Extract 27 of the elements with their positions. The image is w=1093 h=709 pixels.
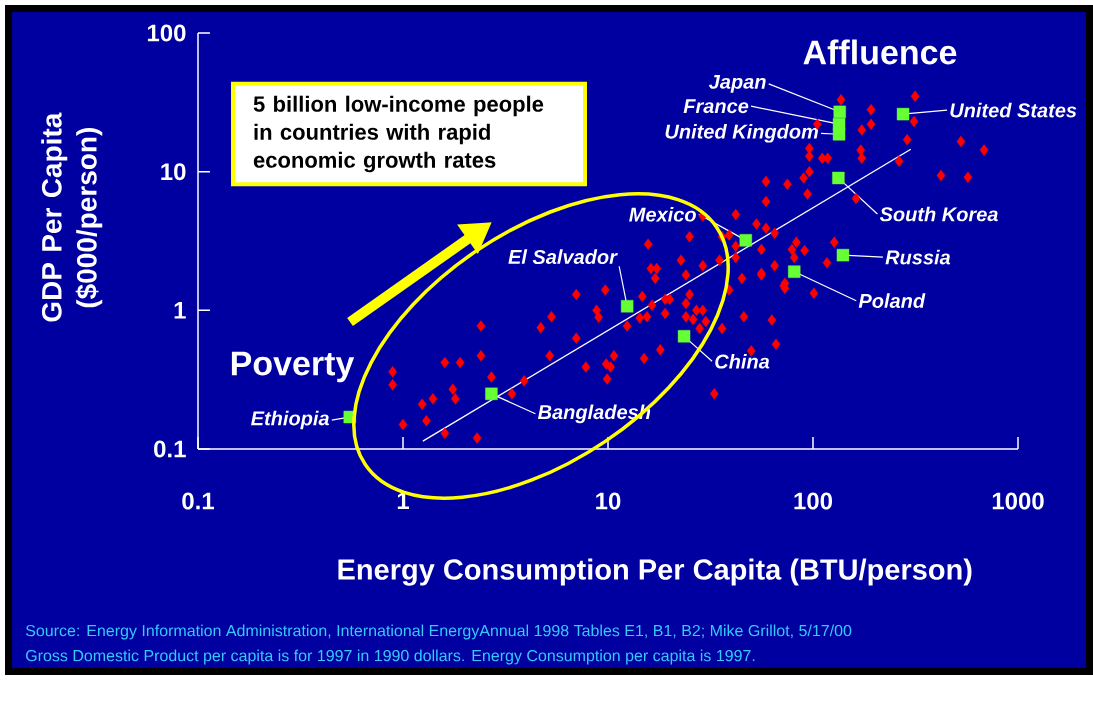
- annotation: Affluence: [803, 39, 957, 65]
- x-tick-label: 100: [794, 492, 833, 510]
- text: Gross Domestic Product per capita is for 1997 in 1990 dollars. Energy Consumption per capita is 1997.: [26, 649, 755, 665]
- annotation: France: [683, 99, 749, 114]
- x-axis-title: Energy Consumption Per Capita (BTU/person): [338, 558, 972, 586]
- annotation: Poland: [858, 293, 926, 309]
- x-tick-label: 0.1: [182, 492, 215, 510]
- annotation: United Kingdom: [665, 123, 819, 143]
- source-note: Source: Energy Information Administration, International EnergyAnnual 1998 Tables E1, B1, B2; Mike Grillot, 5/17/00: [25, 624, 852, 640]
- y-tick-label: 10: [161, 163, 186, 181]
- y-axis-title: GDP Per Capita ($000/person): [41, 112, 103, 322]
- annotation: South Korea: [879, 206, 998, 222]
- x-tick-label: 1: [397, 492, 409, 510]
- annotation: El Salvador: [508, 249, 618, 265]
- annotation: Ethiopia: [251, 410, 330, 430]
- annotation: Russia: [885, 249, 951, 265]
- annotation: China: [715, 353, 770, 369]
- annotation: Japan: [708, 74, 766, 93]
- y-tick-label: 0.1: [154, 440, 186, 458]
- annotation: Mexico: [629, 206, 696, 222]
- x-tick-label: 10: [596, 492, 621, 510]
- annotation: 5 billion low-income people in countries with rapid economic growth rates: [253, 95, 544, 173]
- annotation: Poverty: [231, 351, 355, 383]
- annotation: United States: [950, 102, 1077, 118]
- x-tick-label: 1000: [992, 492, 1044, 510]
- y-tick-label: 100: [147, 24, 186, 42]
- y-tick-label: 1: [174, 302, 186, 319]
